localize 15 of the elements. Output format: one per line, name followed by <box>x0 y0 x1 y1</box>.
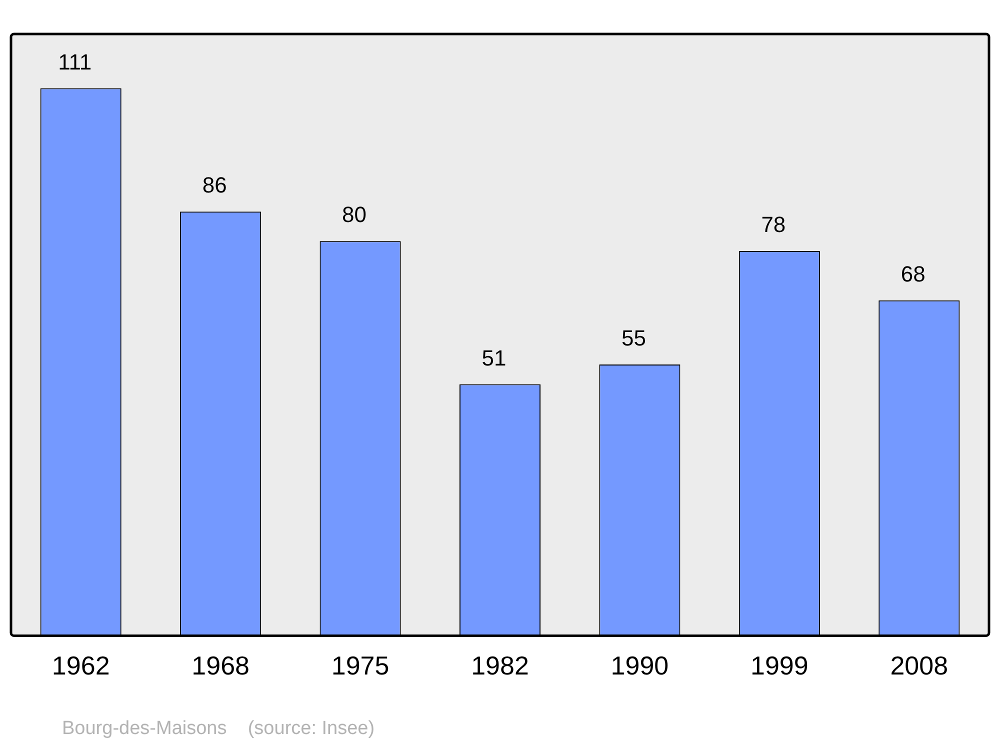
x-tick-label: 1982 <box>471 650 529 681</box>
x-tick-label: 1990 <box>610 650 669 681</box>
x-tick-label: 2008 <box>890 650 948 681</box>
x-tick-label: 1962 <box>52 650 110 681</box>
data-label: 86 <box>202 172 227 198</box>
data-label: 51 <box>482 345 506 370</box>
data-label: 68 <box>900 261 926 286</box>
data-label: 111 <box>58 49 92 74</box>
x-tick-label: 1968 <box>192 650 250 681</box>
data-label: 78 <box>761 212 786 238</box>
data-label: 80 <box>342 202 367 228</box>
x-tick-label: 1975 <box>331 650 390 681</box>
data-label: 55 <box>621 326 646 351</box>
text: Bourg-des-Maisons (source: Insee) <box>62 718 375 740</box>
x-tick-label: 1999 <box>750 650 808 681</box>
